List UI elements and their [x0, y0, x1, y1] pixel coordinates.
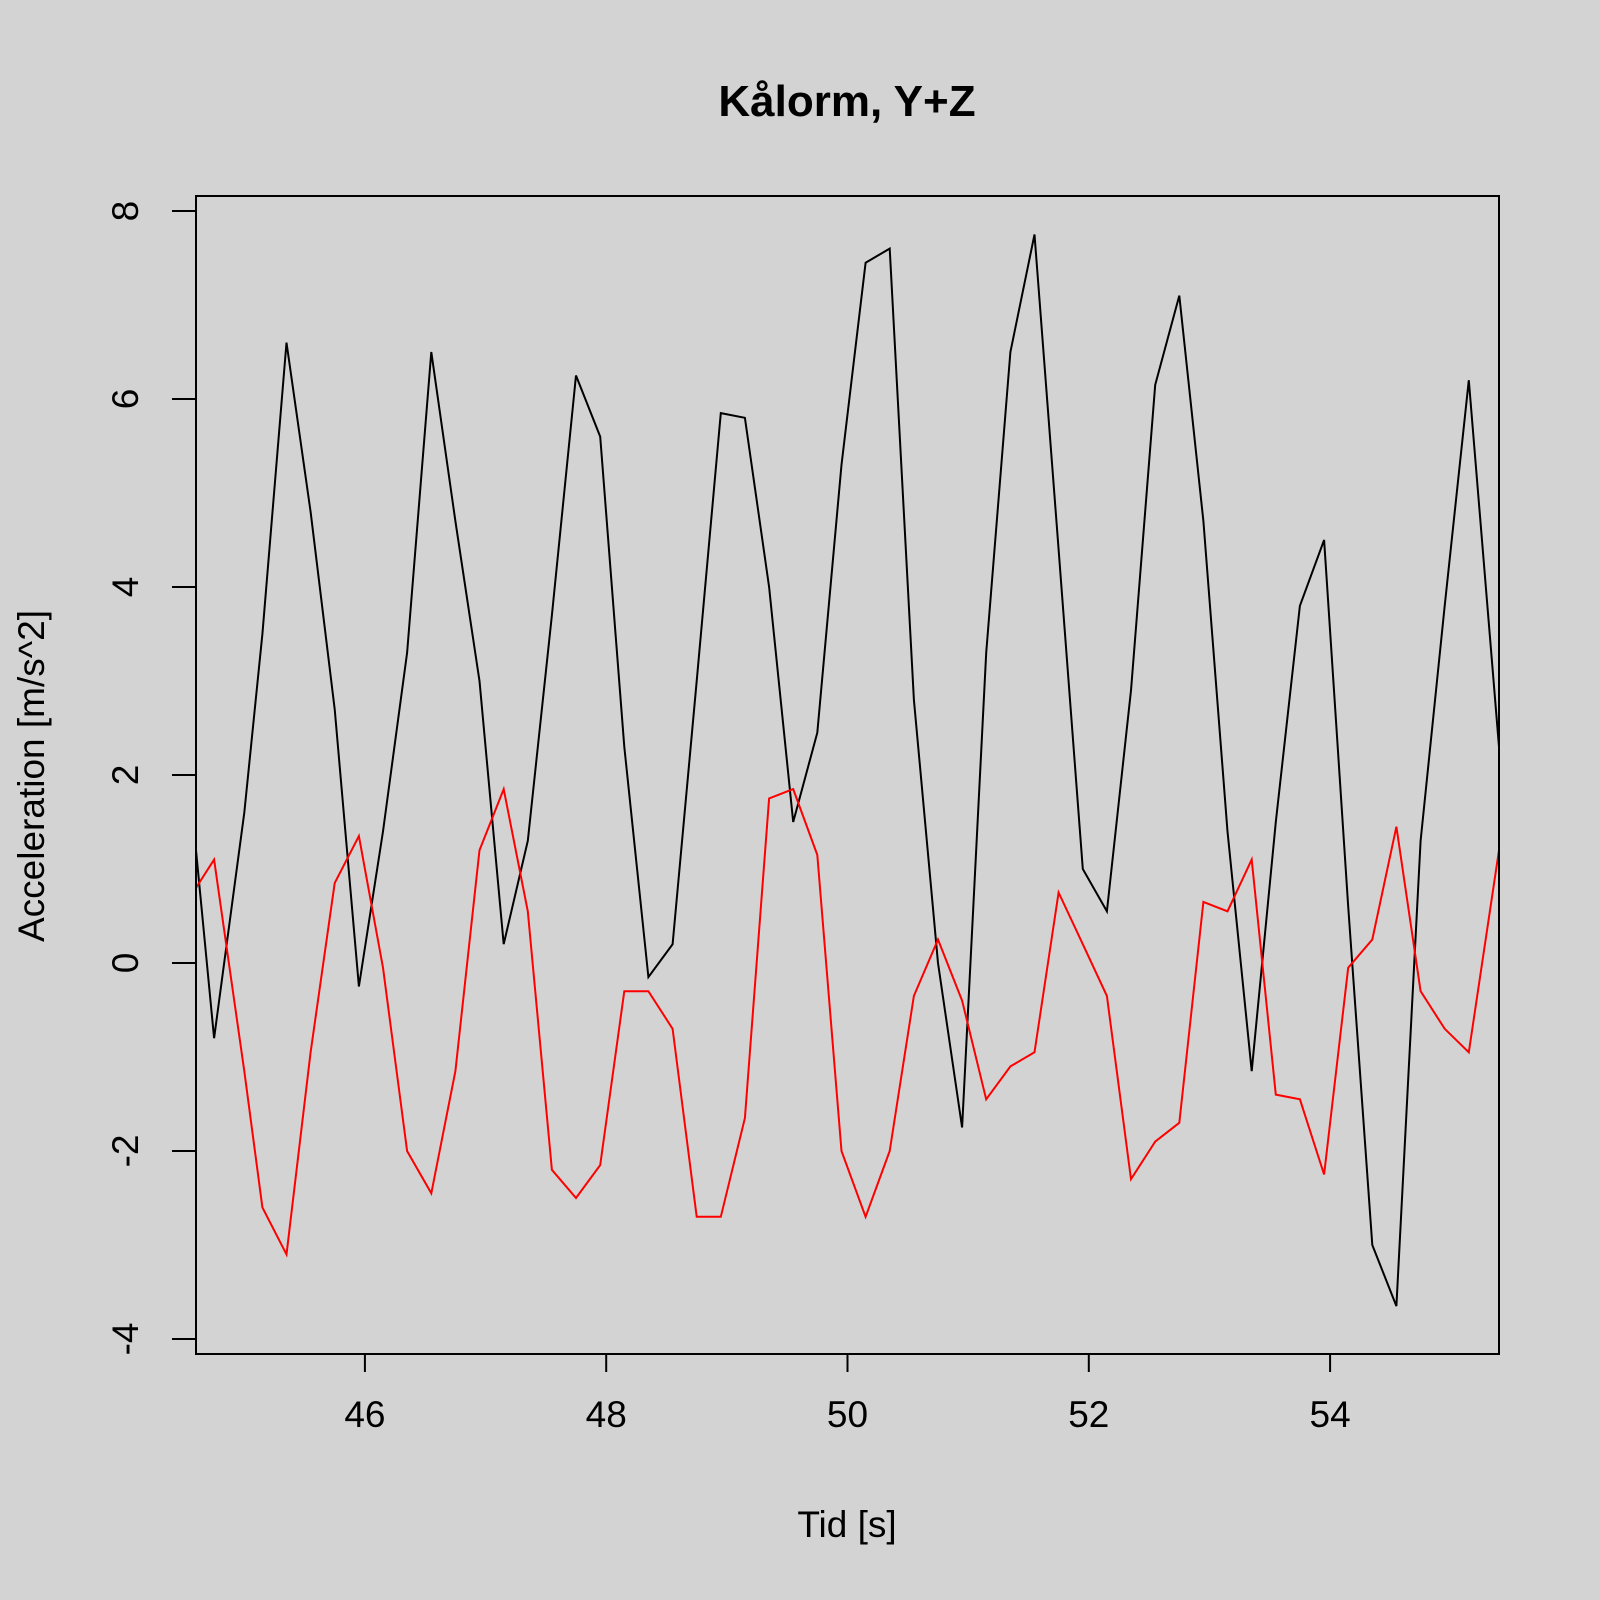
y-tick-label: 6 [105, 389, 146, 410]
chart-title: Kålorm, Y+Z [718, 77, 975, 126]
plot-series [196, 234, 1499, 1307]
x-tick-label: 46 [344, 1394, 385, 1435]
series-line-black [196, 234, 1499, 1307]
y-tick-label: 8 [105, 201, 146, 222]
plot-frame [195, 195, 1500, 1355]
x-tick-label: 50 [827, 1394, 868, 1435]
x-tick-label: 48 [586, 1394, 627, 1435]
y-tick-label: 2 [105, 765, 146, 786]
y-tick-label: -4 [105, 1323, 146, 1356]
x-tick-label: 52 [1068, 1394, 1109, 1435]
y-tick-label: 4 [105, 577, 146, 598]
y-tick-label: -2 [105, 1135, 146, 1168]
y-axis-label: Acceleration [m/s^2] [11, 610, 52, 942]
series-line-red [196, 785, 1499, 1258]
y-tick-label: 0 [105, 953, 146, 974]
x-axis: 46 48 50 52 54 [344, 1353, 1351, 1435]
y-axis: -4 -2 0 2 4 6 8 [105, 201, 197, 1356]
x-axis-label: Tid [s] [797, 1504, 896, 1545]
x-tick-label: 54 [1310, 1394, 1351, 1435]
